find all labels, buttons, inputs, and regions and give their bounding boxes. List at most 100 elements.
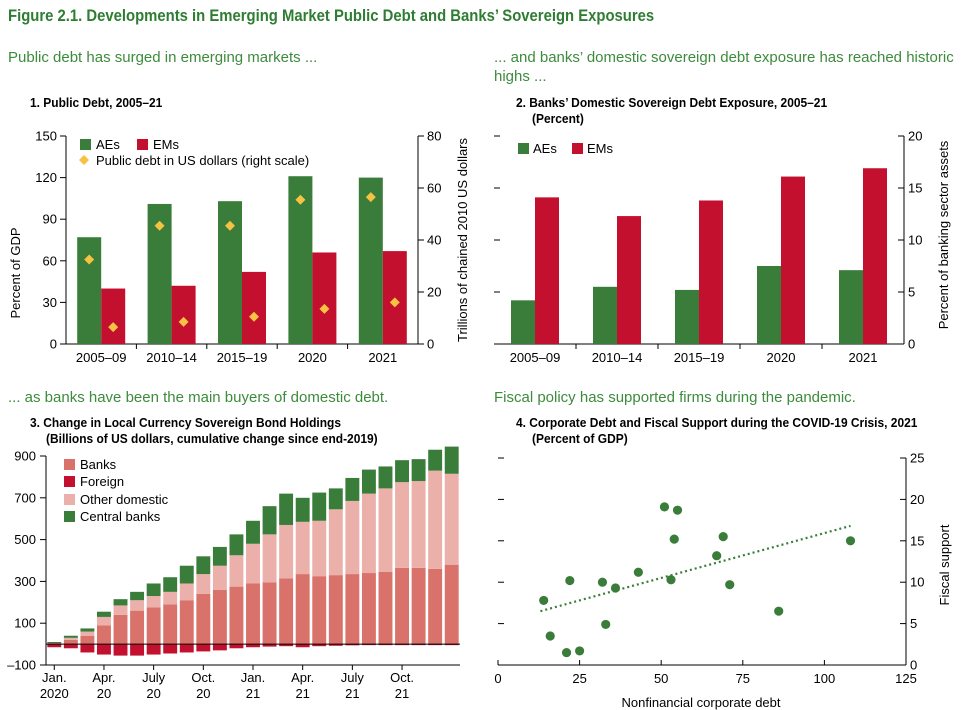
diamond-marker [178, 316, 189, 327]
bar-foreign [328, 644, 343, 646]
x-tick-label-month: July [142, 670, 166, 685]
bar-other-domestic [130, 600, 145, 611]
y-tick-label-right: 5 [908, 285, 915, 300]
scatter-point [718, 532, 728, 542]
y-tick-label-right: 20 [427, 285, 441, 300]
x-tick-label-month: Oct. [390, 670, 414, 685]
y-tick-label: –100 [7, 658, 36, 673]
legend-right-scale-label: Public debt in US dollars (right scale) [96, 153, 309, 168]
bar-aes [839, 270, 863, 344]
bar-foreign [163, 644, 178, 654]
subtitle-exposure-line2: highs ... [494, 68, 547, 85]
bar-other-domestic [262, 534, 277, 583]
bar-banks [179, 600, 194, 645]
bar-foreign [378, 644, 393, 646]
diamond-marker [108, 322, 119, 333]
bar-central-banks [312, 492, 327, 521]
scatter-point [669, 534, 679, 544]
bar-foreign [179, 644, 194, 653]
bar-other-domestic [97, 616, 111, 626]
sovereign-exposure-chart: AEs EMs Percent of banking sector assets… [494, 129, 951, 365]
bar-central-banks [212, 546, 227, 566]
bar-other-domestic [378, 488, 393, 572]
bar-ems [617, 216, 641, 344]
legend-aes-label: AEs [96, 137, 120, 152]
bar-banks [229, 586, 244, 645]
bar-central-banks [295, 497, 310, 522]
x-tick-label: 75 [736, 671, 750, 686]
bar-foreign [295, 644, 310, 648]
bar-foreign [428, 644, 443, 646]
bar-other-domestic [229, 555, 244, 587]
y-tick-label: 150 [35, 129, 57, 144]
bar-banks [196, 593, 211, 645]
public-debt-chart: AEs EMs Public debt in US dollars (right… [8, 129, 470, 366]
y-tick-label-right: 0 [908, 337, 915, 352]
bar-banks [146, 607, 161, 645]
diamond-marker [154, 220, 165, 231]
subtitle-fiscal-support: Fiscal policy has supported firms during… [494, 389, 856, 406]
y-tick-label-right: 20 [908, 129, 922, 144]
diamond-marker [365, 192, 376, 203]
legend-banks-swatch [64, 459, 75, 470]
bar-banks [411, 567, 426, 645]
scatter-point [545, 631, 555, 641]
x-tick-label-month: July [341, 670, 365, 685]
bar-aes [77, 237, 102, 344]
y-axis-label-right: Percent of banking sector assets [936, 140, 951, 329]
scatter-point [597, 577, 608, 587]
bar-other-domestic [163, 591, 178, 605]
legend-aes-label: AEs [533, 141, 557, 156]
bar-central-banks [146, 583, 161, 597]
legend-other-domestic-swatch [64, 494, 75, 505]
bar-other-domestic [279, 524, 294, 579]
x-tick-label: 2005–09 [510, 350, 561, 365]
x-tick-label: 100 [814, 671, 836, 686]
legend-aes-swatch [518, 143, 529, 154]
bar-aes [511, 300, 535, 344]
bar-other-domestic [80, 631, 95, 636]
bar-banks [113, 614, 128, 645]
y-axis-label: Percent of GDP [8, 227, 23, 318]
y-tick-label-right: 15 [908, 181, 922, 196]
bar-foreign [411, 644, 426, 646]
y-tick-label-right: 60 [427, 181, 441, 196]
bar-banks [97, 625, 111, 645]
bar-ems [171, 285, 196, 344]
x-tick-label-year: 21 [395, 686, 409, 701]
y-tick-label-right: 40 [427, 233, 441, 248]
y-tick-label: 100 [14, 616, 36, 631]
y-tick-label: 900 [14, 449, 36, 464]
bar-ems [863, 168, 887, 344]
bar-central-banks [328, 488, 343, 510]
x-tick-label: 50 [654, 671, 668, 686]
trend-line [540, 524, 851, 613]
bar-central-banks [196, 556, 211, 575]
legend-ems-label: EMs [587, 141, 614, 156]
bar-foreign [97, 644, 111, 655]
y-tick-label: 0 [50, 337, 57, 352]
corporate-fiscal-chart: Fiscal support Nonfinancial corporate de… [494, 451, 952, 710]
y-tick-label-right: 25 [910, 451, 924, 466]
panel4-title: 4. Corporate Debt and Fiscal Support dur… [516, 415, 918, 430]
bar-central-banks [246, 520, 260, 544]
bar-ems [242, 271, 266, 344]
scatter-point [672, 505, 683, 515]
bar-banks [378, 571, 393, 645]
bar-other-domestic [63, 637, 78, 640]
bar-other-domestic [196, 574, 211, 594]
bar-ems [699, 200, 723, 344]
y-tick-label: 500 [14, 532, 36, 547]
y-tick-label-right: 20 [910, 492, 924, 507]
x-tick-label-year: 21 [295, 686, 309, 701]
scatter-point [601, 619, 611, 630]
legend-banks-label: Banks [80, 457, 117, 472]
bar-central-banks [395, 460, 409, 483]
bar-other-domestic [411, 481, 426, 568]
y-tick-label-right: 0 [910, 658, 917, 673]
legend-diamond-marker [79, 155, 89, 165]
bar-foreign [130, 644, 145, 656]
bar-foreign [196, 644, 211, 652]
bar-central-banks [345, 477, 360, 501]
bar-central-banks [411, 459, 426, 482]
